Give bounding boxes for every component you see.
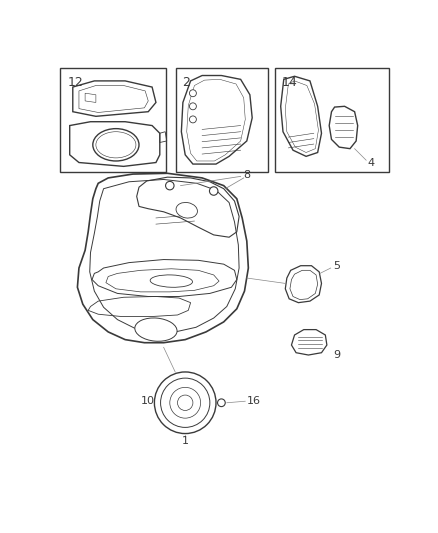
Text: 9: 9 xyxy=(333,350,340,360)
Circle shape xyxy=(155,372,216,433)
Text: 1: 1 xyxy=(182,436,189,446)
Circle shape xyxy=(190,90,196,96)
Text: 14: 14 xyxy=(282,76,297,90)
Text: 10: 10 xyxy=(141,396,155,406)
Ellipse shape xyxy=(135,318,177,341)
Ellipse shape xyxy=(176,203,198,218)
Circle shape xyxy=(209,187,218,195)
Ellipse shape xyxy=(93,128,139,161)
Text: 16: 16 xyxy=(247,396,261,406)
Text: 5: 5 xyxy=(333,262,340,271)
Circle shape xyxy=(218,399,225,407)
Bar xyxy=(276,68,389,172)
Text: 4: 4 xyxy=(367,158,375,167)
Text: 8: 8 xyxy=(243,170,251,180)
Bar xyxy=(176,68,268,172)
Text: 12: 12 xyxy=(67,76,83,90)
Bar xyxy=(60,68,166,172)
Circle shape xyxy=(190,116,196,123)
Text: 2: 2 xyxy=(182,76,190,90)
Circle shape xyxy=(190,103,196,110)
Circle shape xyxy=(166,181,174,190)
